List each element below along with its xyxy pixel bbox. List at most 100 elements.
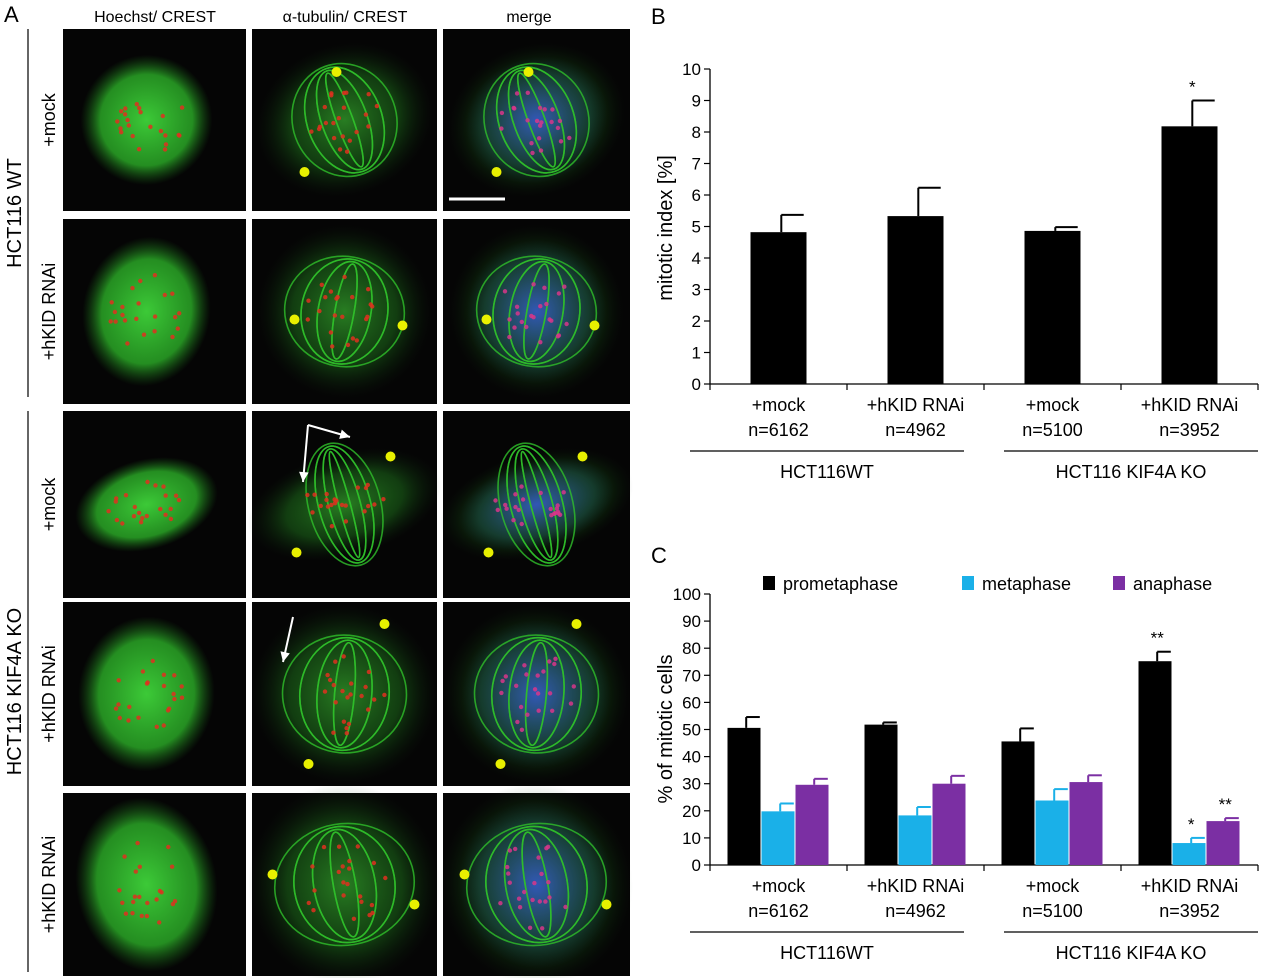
kinetochore-dot (555, 334, 561, 339)
legend-swatch (1113, 576, 1125, 590)
spindle-pole (483, 547, 494, 558)
kinetochore-dot (115, 119, 120, 124)
kinetochore-dot (137, 864, 142, 869)
kinetochore-dot (139, 913, 144, 919)
kinetochore-dot (518, 704, 524, 710)
kinetochore-dot (344, 731, 349, 736)
kinetochore-dot (133, 869, 138, 874)
kinetochore-dot (127, 704, 132, 710)
kinetochore-dot (117, 715, 123, 721)
arrow-icon (280, 616, 294, 663)
kinetochore-dot (499, 126, 504, 131)
kinetochore-dot (311, 908, 316, 913)
kinetochore-dot (120, 312, 125, 318)
micrograph-tile (63, 411, 246, 598)
kinetochore-dot (366, 287, 371, 292)
kinetochore-dot (347, 138, 352, 143)
row-label: +mock (39, 477, 59, 532)
y-tick-label: 0 (692, 856, 701, 875)
kinetochore-dot (329, 91, 334, 96)
kinetochore-dot (555, 125, 561, 131)
kinetochore-dot (341, 880, 346, 885)
kinetochore-dot (538, 340, 543, 345)
kinetochore-dot (341, 105, 347, 110)
kinetochore-dot (317, 308, 322, 314)
kinetochore-dot (344, 726, 349, 731)
kinetochore-dot (542, 285, 547, 290)
legend: prometaphase metaphase anaphase (763, 574, 1212, 594)
kinetochore-dot (135, 840, 140, 846)
micrograph-tile (443, 219, 630, 404)
kinetochore-dot (499, 690, 504, 696)
kinetochore-dot (325, 504, 331, 509)
kinetochore-dot (123, 106, 128, 111)
kinetochore-dot (383, 875, 388, 881)
kinetochore-dot (507, 880, 512, 885)
spindle-pole (291, 547, 302, 558)
kinetochore-dot (310, 864, 315, 869)
kinetochore-dot (514, 91, 520, 96)
y-tick-label: 7 (692, 155, 701, 174)
y-tick-label: 100 (673, 585, 701, 604)
kinetochore-dot (306, 900, 311, 906)
spindle-fiber (516, 72, 557, 168)
kinetochore-dot (346, 721, 352, 727)
kinetochore-dot (549, 318, 554, 323)
y-tick-label: 5 (692, 218, 701, 237)
kinetochore-dot (549, 119, 554, 125)
kinetochore-dot (538, 490, 543, 496)
spindle-pole (397, 320, 408, 331)
dna-stain (459, 800, 614, 969)
significance-marker: * (1189, 78, 1196, 97)
kinetochore-dot (498, 901, 503, 906)
kinetochore-dot (337, 147, 343, 152)
kinetochore-dot (505, 864, 510, 870)
kinetochore-dot (547, 895, 552, 900)
bar (761, 811, 795, 865)
panel-a: A Hoechst/ CREST α-tubulin/ CREST merge HC… (4, 2, 634, 978)
kinetochore-dot (136, 715, 141, 720)
significance-marker: ** (1219, 795, 1233, 814)
kinetochore-dot (372, 502, 377, 507)
kinetochore-dot (318, 503, 323, 509)
kinetochore-dot (542, 107, 547, 112)
spindle-fiber (315, 69, 374, 171)
kinetochore-dot (177, 311, 182, 316)
bar (898, 815, 932, 865)
kinetochore-dot (329, 524, 335, 529)
kinetochore-dot (507, 317, 512, 322)
spindle-pole (571, 619, 582, 629)
kinetochore-dot (350, 294, 355, 300)
kinetochore-dot (126, 123, 131, 128)
kinetochore-dot (371, 860, 377, 866)
kinetochore-dot (543, 899, 548, 904)
spindle-pole (589, 320, 600, 331)
kinetochore-dot (366, 669, 372, 675)
kinetochore-dot (366, 707, 371, 712)
microtubule-halo (251, 604, 438, 784)
category-label: +hKID RNAi (867, 876, 965, 896)
kinetochore-dot (351, 916, 357, 921)
kinetochore-dot (179, 684, 184, 689)
kinetochore-dot (158, 506, 163, 512)
kinetochore-dot (354, 338, 359, 343)
kinetochore-dot (513, 492, 518, 497)
kinetochore-dot (179, 105, 185, 110)
kinetochore-dot (322, 689, 328, 694)
y-tick-label: 10 (682, 60, 701, 79)
kinetochore-dot (333, 700, 338, 705)
spindle-fiber (273, 822, 416, 947)
kinetochore-dot (331, 135, 337, 141)
kinetochore-dot (321, 844, 327, 850)
kinetochore-dot (336, 844, 342, 849)
kinetochore-dot (179, 695, 185, 700)
kinetochore-dot (312, 888, 317, 893)
kinetochore-dot (519, 484, 524, 489)
n-label: n=4962 (885, 420, 946, 440)
kinetochore-dot (136, 510, 142, 516)
kinetochore-dot (122, 318, 128, 323)
kinetochore-dot (161, 484, 166, 489)
n-label: n=6162 (748, 901, 809, 921)
spindle-pole (303, 759, 314, 769)
kinetochore-dot (157, 920, 162, 925)
